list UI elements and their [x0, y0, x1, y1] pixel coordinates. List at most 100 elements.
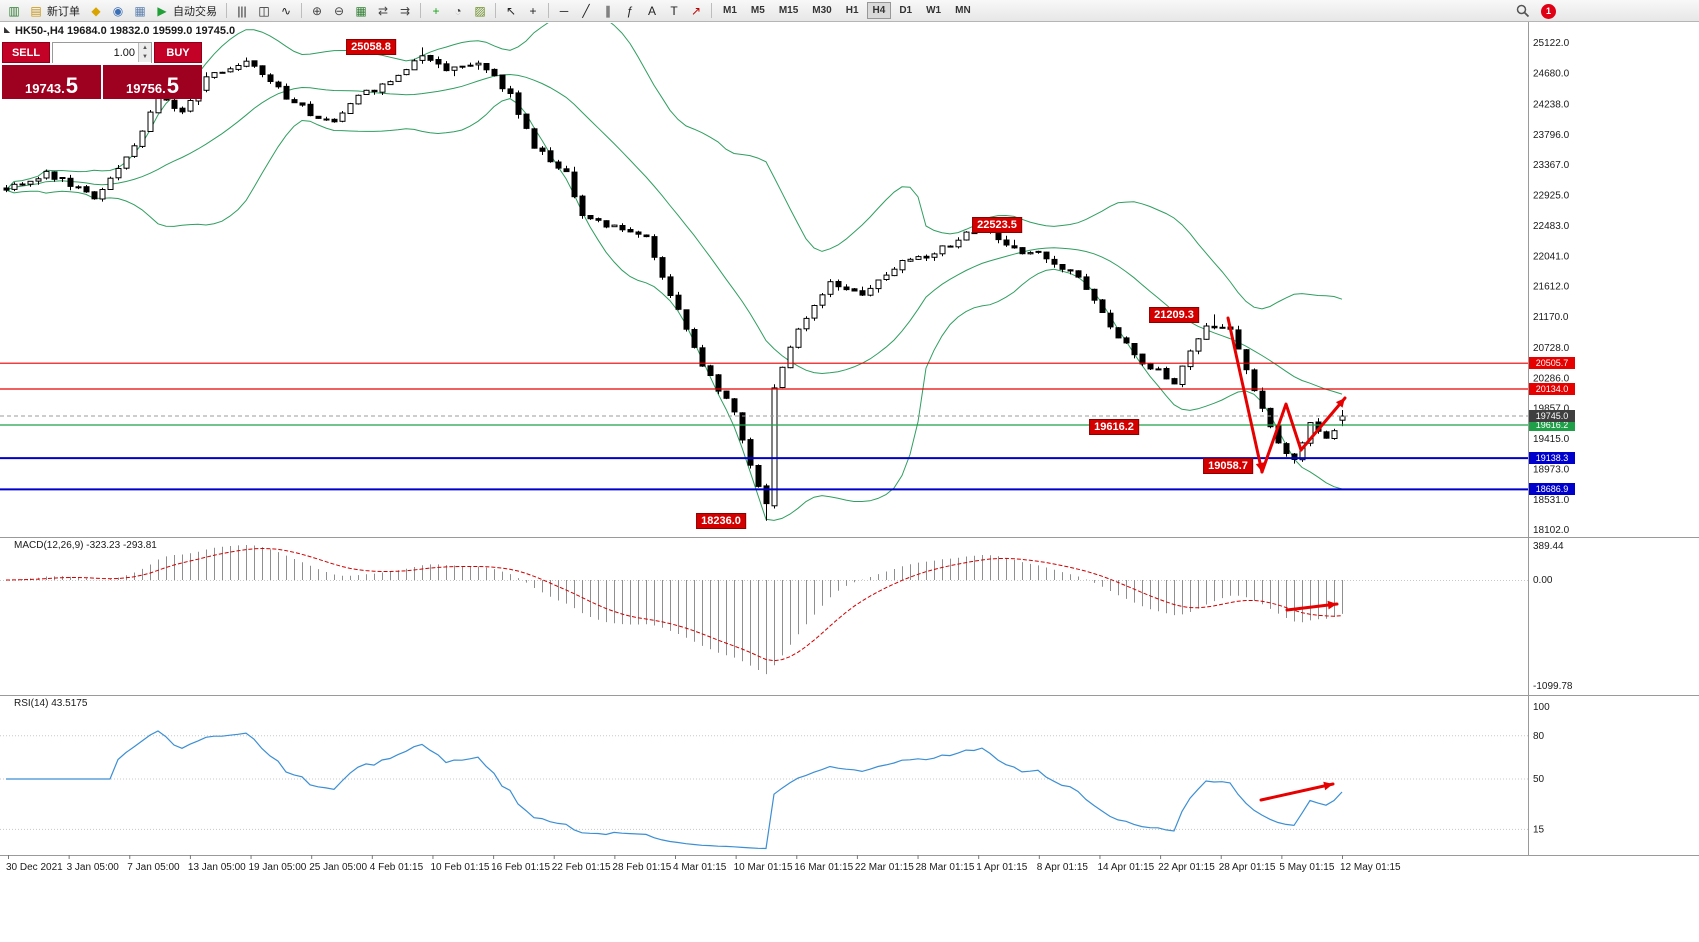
- line-chart-icon[interactable]: ∿: [280, 3, 292, 18]
- toolbar: ▥ ▤ 新订单 ◆ ◉ ▦ ▶ 自动交易 ||| ◫ ∿ ⊕ ⊖ ▦ ⇄ ⇉ + ◔ ▨ ↖ + ─ ╱ ∥ ƒ A T ↗ M1 M5 M…: [0, 0, 1699, 22]
- price-annotation: 21209.3: [1149, 307, 1199, 323]
- bar-chart-icon[interactable]: |||: [237, 3, 247, 18]
- svg-text:7 Jan 05:00: 7 Jan 05:00: [127, 862, 180, 873]
- new-chart-icon[interactable]: ▥: [8, 3, 20, 18]
- periods-icon[interactable]: ◔: [454, 3, 462, 18]
- toolbar-separator: [548, 3, 549, 18]
- toolbar-items: ▥ ▤ 新订单 ◆ ◉ ▦ ▶ 自动交易 ||| ◫ ∿ ⊕ ⊖ ▦ ⇄ ⇉ + ◔ ▨ ↖ + ─ ╱ ∥ ƒ A T ↗ M1 M5 M…: [3, 0, 978, 21]
- svg-text:100: 100: [1533, 702, 1550, 713]
- candlestick-chart-icon[interactable]: ◫: [258, 3, 270, 18]
- svg-text:80: 80: [1533, 731, 1545, 742]
- svg-text:16 Mar 01:15: 16 Mar 01:15: [794, 862, 853, 873]
- text-icon[interactable]: A: [647, 3, 656, 18]
- sell-price-button[interactable]: 19743. 5: [2, 65, 101, 99]
- timeframe-button-MN[interactable]: MN: [949, 2, 977, 19]
- svg-text:50: 50: [1533, 774, 1545, 785]
- axis-price-badge: 18686.9: [1529, 483, 1575, 495]
- svg-text:-1099.78: -1099.78: [1533, 681, 1573, 692]
- buy-button[interactable]: BUY: [154, 42, 202, 63]
- timeframe-button-H4[interactable]: H4: [866, 2, 892, 19]
- svg-text:28 Apr 01:15: 28 Apr 01:15: [1219, 862, 1276, 873]
- buy-price-big-digit: 5: [166, 73, 179, 99]
- autotrading-button-label[interactable]: 自动交易: [173, 5, 217, 18]
- price-annotation: 25058.8: [346, 39, 396, 55]
- timeframe-button-M5[interactable]: M5: [745, 2, 771, 19]
- trend-arrows[interactable]: [1226, 316, 1347, 802]
- macd-indicator-label: MACD(12,26,9) -323.23 -293.81: [14, 540, 157, 551]
- svg-text:18531.0: 18531.0: [1533, 495, 1570, 506]
- macd-pane: [0, 545, 1528, 675]
- svg-text:21612.0: 21612.0: [1533, 282, 1570, 293]
- tile-windows-icon[interactable]: ▦: [355, 3, 367, 18]
- toolbar-separator: [226, 3, 227, 18]
- sell-button[interactable]: SELL: [2, 42, 50, 63]
- svg-text:14 Apr 01:15: 14 Apr 01:15: [1098, 862, 1155, 873]
- autotrading-button[interactable]: ▶: [157, 3, 167, 18]
- label-icon[interactable]: T: [670, 3, 678, 18]
- zoom-in-icon[interactable]: ⊕: [311, 3, 323, 18]
- new-order-button[interactable]: ▤: [30, 3, 42, 18]
- chart-shift-icon[interactable]: ⇄: [377, 3, 389, 18]
- svg-text:19415.0: 19415.0: [1533, 434, 1570, 445]
- buy-price-value: 19756.: [125, 80, 166, 96]
- volume-spinner: ▲ ▼: [138, 43, 151, 62]
- toolbar-separator: [301, 3, 302, 18]
- oct-toggle-icon[interactable]: ◣: [4, 25, 11, 34]
- sell-price-value: 19743.: [24, 80, 65, 96]
- data-window-icon[interactable]: ◉: [112, 3, 124, 18]
- toolbar-separator: [420, 3, 421, 18]
- svg-text:5 May 01:15: 5 May 01:15: [1279, 862, 1334, 873]
- new-order-button-label[interactable]: 新订单: [47, 5, 80, 18]
- timeframe-button-W1[interactable]: W1: [920, 2, 947, 19]
- toolbar-separator: [711, 3, 712, 18]
- auto-scroll-icon[interactable]: ⇉: [399, 3, 411, 18]
- arrows-tool-icon[interactable]: ↗: [690, 3, 702, 18]
- svg-text:8 Apr 01:15: 8 Apr 01:15: [1037, 862, 1089, 873]
- svg-text:0.00: 0.00: [1533, 575, 1553, 586]
- cursor-icon[interactable]: ↖: [505, 3, 517, 18]
- svg-text:28 Feb 01:15: 28 Feb 01:15: [612, 862, 671, 873]
- axis-price-badge: 19138.3: [1529, 452, 1575, 464]
- svg-text:18973.0: 18973.0: [1533, 465, 1570, 476]
- timeframe-button-M15[interactable]: M15: [773, 2, 804, 19]
- notification-badge[interactable]: 1: [1541, 3, 1556, 19]
- svg-text:10 Mar 01:15: 10 Mar 01:15: [734, 862, 793, 873]
- price-annotation: 19058.7: [1203, 458, 1253, 474]
- volume-input[interactable]: [53, 43, 151, 63]
- rsi-indicator-label: RSI(14) 43.5175: [14, 698, 88, 709]
- crosshair-icon[interactable]: +: [529, 3, 537, 18]
- indicators-icon[interactable]: +: [432, 3, 440, 18]
- volume-up-button[interactable]: ▲: [139, 43, 151, 53]
- timeframe-button-M1[interactable]: M1: [717, 2, 743, 19]
- volume-down-button[interactable]: ▼: [139, 52, 151, 62]
- search-icon[interactable]: [1513, 2, 1533, 20]
- svg-text:23367.0: 23367.0: [1533, 160, 1570, 171]
- svg-text:21170.0: 21170.0: [1533, 312, 1569, 323]
- market-watch-icon[interactable]: ◆: [91, 3, 101, 18]
- fibonacci-icon[interactable]: ƒ: [626, 3, 634, 18]
- templates-icon[interactable]: ▨: [474, 3, 486, 18]
- pane-separators[interactable]: [0, 537, 1699, 856]
- horizontal-line-icon[interactable]: ─: [559, 3, 569, 18]
- timeframe-button-M30[interactable]: M30: [806, 2, 837, 19]
- svg-text:30 Dec 2021: 30 Dec 2021: [6, 862, 63, 873]
- svg-text:15: 15: [1533, 824, 1545, 835]
- timeframe-button-H1[interactable]: H1: [840, 2, 865, 19]
- svg-text:22925.0: 22925.0: [1533, 190, 1570, 201]
- current-price-badge: 19745.0: [1529, 410, 1575, 422]
- candles-layer: [3, 47, 1346, 521]
- sell-price-big-digit: 5: [65, 73, 78, 99]
- timeframe-button-D1[interactable]: D1: [893, 2, 918, 19]
- svg-text:24238.0: 24238.0: [1533, 99, 1570, 110]
- svg-text:10 Feb 01:15: 10 Feb 01:15: [431, 862, 490, 873]
- buy-price-button[interactable]: 19756. 5: [103, 65, 202, 99]
- terminal-icon[interactable]: ▦: [134, 3, 146, 18]
- svg-text:389.44: 389.44: [1533, 541, 1564, 552]
- channel-icon[interactable]: ∥: [605, 3, 611, 18]
- trendline-icon[interactable]: ╱: [582, 3, 590, 18]
- zoom-out-icon[interactable]: ⊖: [333, 3, 345, 18]
- axis-price-badge: 20134.0: [1529, 383, 1575, 395]
- level-lines[interactable]: [0, 362, 1528, 491]
- svg-text:25 Jan 05:00: 25 Jan 05:00: [309, 862, 367, 873]
